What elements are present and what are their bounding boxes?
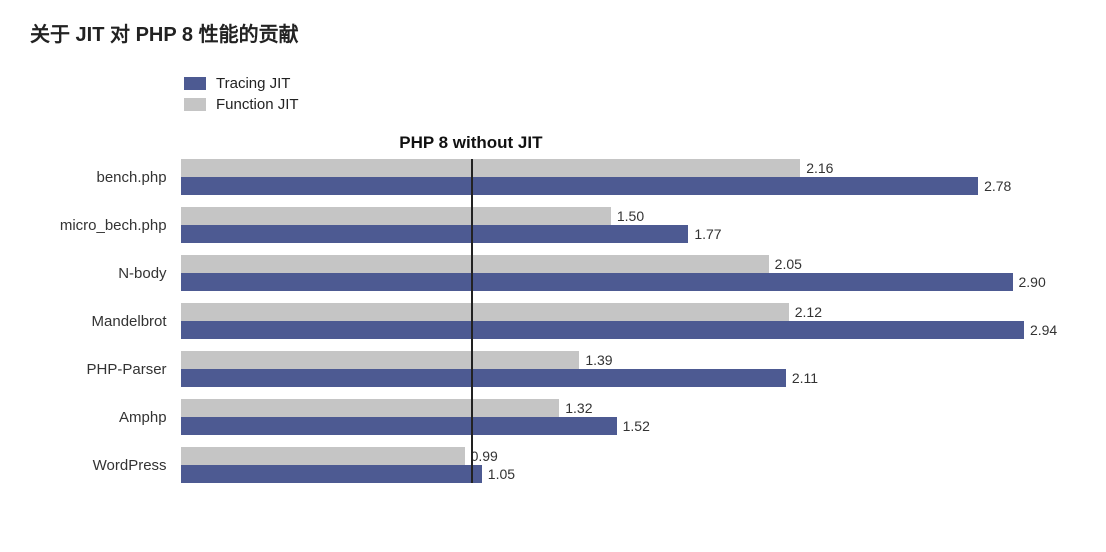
legend-label-function: Function JIT	[216, 96, 299, 113]
bar-container-tracing: 2.78	[181, 177, 1076, 195]
bar-function	[181, 399, 560, 417]
value-label-tracing: 2.94	[1030, 322, 1057, 338]
value-label-function: 1.32	[565, 400, 592, 416]
bar-container-tracing: 2.90	[181, 273, 1076, 291]
legend-label-tracing: Tracing JIT	[216, 75, 290, 92]
bar-container-tracing: 2.94	[181, 321, 1076, 339]
bar-container-function: 1.50	[181, 207, 1076, 225]
bar-pair: 1.39 2.11	[181, 351, 1076, 387]
chart-wrapper: PHP 8 without JIT bench.php2.162.78micro…	[30, 133, 1076, 483]
value-label-tracing: 2.90	[1019, 274, 1046, 290]
bar-pair: 2.12 2.94	[181, 303, 1076, 339]
bar-pair: 2.05 2.90	[181, 255, 1076, 291]
chart-row: WordPress 0.99 1.05	[30, 447, 1076, 483]
category-label: PHP-Parser	[30, 361, 181, 378]
category-label: micro_bech.php	[30, 217, 181, 234]
chart-row: micro_bech.php 1.50 1.77	[30, 207, 1076, 243]
value-label-function: 1.39	[585, 352, 612, 368]
value-label-tracing: 1.52	[623, 418, 650, 434]
bar-container-function: 0.99	[181, 447, 1076, 465]
bar-tracing	[181, 273, 1013, 291]
bar-function	[181, 207, 611, 225]
bar-container-tracing: 2.11	[181, 369, 1076, 387]
chart-row: Mandelbrot 2.12 2.94	[30, 303, 1076, 339]
bar-pair: 0.99 1.05	[181, 447, 1076, 483]
value-label-tracing: 2.78	[984, 178, 1011, 194]
bar-container-function: 1.39	[181, 351, 1076, 369]
bar-function	[181, 255, 769, 273]
bar-function	[181, 303, 789, 321]
value-label-function: 2.12	[795, 304, 822, 320]
bar-pair: 1.32 1.52	[181, 399, 1076, 435]
legend-swatch-function	[184, 98, 206, 111]
legend: Tracing JIT Function JIT	[184, 75, 1076, 113]
value-label-function: 1.50	[617, 208, 644, 224]
bar-container-function: 2.12	[181, 303, 1076, 321]
bar-tracing	[181, 177, 979, 195]
value-label-function: 0.99	[471, 448, 498, 464]
value-label-tracing: 2.11	[792, 370, 818, 386]
category-label: Mandelbrot	[30, 313, 181, 330]
chart-title: 关于 JIT 对 PHP 8 性能的贡献	[30, 18, 1076, 47]
bar-tracing	[181, 417, 617, 435]
bar-function	[181, 447, 465, 465]
legend-item-tracing: Tracing JIT	[184, 75, 1076, 92]
legend-swatch-tracing	[184, 77, 206, 90]
chart-row: N-body 2.05 2.90	[30, 255, 1076, 291]
bar-pair: 1.50 1.77	[181, 207, 1076, 243]
chart-row: bench.php 2.16 2.78	[30, 159, 1076, 195]
bar-container-function: 2.16	[181, 159, 1076, 177]
legend-item-function: Function JIT	[184, 96, 1076, 113]
bar-tracing	[181, 369, 786, 387]
bar-container-function: 2.05	[181, 255, 1076, 273]
chart-row: Amphp 1.32 1.52	[30, 399, 1076, 435]
category-label: N-body	[30, 265, 181, 282]
bar-function	[181, 351, 580, 369]
bar-container-tracing: 1.52	[181, 417, 1076, 435]
bar-container-function: 1.32	[181, 399, 1076, 417]
bar-container-tracing: 1.05	[181, 465, 1076, 483]
value-label-function: 2.16	[806, 160, 833, 176]
bar-tracing	[181, 225, 689, 243]
bar-tracing	[181, 321, 1024, 339]
category-label: bench.php	[30, 169, 181, 186]
bar-tracing	[181, 465, 482, 483]
value-label-function: 2.05	[775, 256, 802, 272]
bar-function	[181, 159, 801, 177]
category-label: Amphp	[30, 409, 181, 426]
baseline-marker	[471, 159, 473, 483]
chart-area: bench.php 2.16 2.78 micro_bech.php 1.50 1.77 N…	[30, 133, 1076, 483]
value-label-tracing: 1.77	[694, 226, 721, 242]
chart-row: PHP-Parser 1.39 2.11	[30, 351, 1076, 387]
category-label: WordPress	[30, 457, 181, 474]
value-label-tracing: 1.05	[488, 466, 515, 482]
bar-container-tracing: 1.77	[181, 225, 1076, 243]
bar-pair: 2.16 2.78	[181, 159, 1076, 195]
